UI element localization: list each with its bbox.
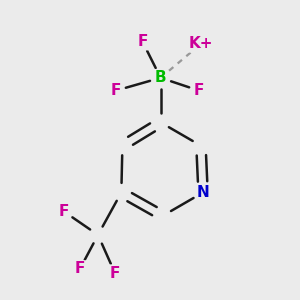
Text: F: F bbox=[59, 204, 69, 219]
Text: F: F bbox=[137, 34, 148, 49]
Text: F: F bbox=[75, 261, 85, 276]
Text: F: F bbox=[110, 266, 120, 280]
Text: F: F bbox=[111, 83, 121, 98]
Text: N: N bbox=[197, 185, 209, 200]
Text: F: F bbox=[194, 83, 204, 98]
Text: B: B bbox=[155, 70, 167, 85]
Text: K+: K+ bbox=[189, 36, 213, 51]
